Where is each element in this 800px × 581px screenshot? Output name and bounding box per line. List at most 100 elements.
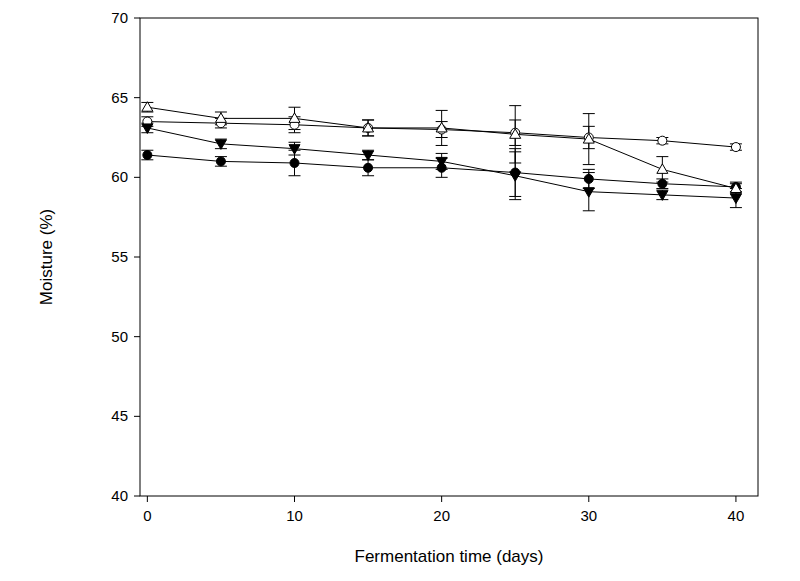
- error-cap: [362, 119, 374, 120]
- y-tick: [134, 97, 140, 98]
- data-point: [364, 123, 373, 132]
- data-point: [658, 179, 667, 188]
- data-point: [510, 129, 521, 139]
- data-point: [143, 151, 152, 160]
- x-tick: [294, 496, 295, 502]
- x-tick-label: 30: [580, 507, 597, 524]
- error-cap: [289, 132, 301, 133]
- y-tick: [134, 18, 140, 19]
- error-cap: [362, 175, 374, 176]
- data-point: [363, 122, 374, 132]
- data-point: [657, 191, 668, 201]
- data-point: [436, 122, 447, 132]
- data-point: [730, 194, 741, 204]
- error-cap: [730, 207, 742, 208]
- y-tick: [134, 177, 140, 178]
- data-point: [583, 188, 594, 198]
- error-bar: [215, 139, 227, 149]
- error-cap: [436, 110, 448, 111]
- x-tick: [441, 496, 442, 502]
- error-cap: [362, 119, 374, 120]
- error-cap: [289, 175, 301, 176]
- data-point: [658, 136, 667, 145]
- error-bar: [362, 120, 374, 136]
- x-tick-label: 0: [143, 507, 151, 524]
- x-axis-label: Fermentation time (days): [355, 547, 544, 566]
- page: {"chart_data": { "type": "line", "x_labe…: [0, 0, 800, 581]
- data-point: [215, 140, 226, 150]
- x-tick: [735, 496, 736, 502]
- error-cap: [583, 169, 595, 170]
- error-cap: [509, 199, 521, 200]
- error-bar: [362, 120, 374, 136]
- data-point: [289, 145, 300, 155]
- y-tick-label: 70: [111, 9, 128, 26]
- series-line: [147, 155, 736, 187]
- y-tick-label: 55: [111, 248, 128, 265]
- error-bar: [509, 106, 521, 163]
- x-tick: [588, 496, 589, 502]
- y-tick-label: 65: [111, 89, 128, 106]
- data-point: [730, 183, 741, 193]
- y-tick: [134, 416, 140, 417]
- y-tick: [134, 336, 140, 337]
- error-bar: [730, 182, 742, 192]
- error-cap: [656, 156, 668, 157]
- data-point: [364, 163, 373, 172]
- error-bar: [583, 173, 595, 211]
- error-bar: [289, 107, 301, 129]
- error-bar: [583, 114, 595, 165]
- error-bar: [362, 160, 374, 176]
- error-bar: [215, 112, 227, 125]
- series-line: [147, 107, 736, 188]
- x-tick-label: 40: [728, 507, 745, 524]
- error-cap: [583, 164, 595, 165]
- error-bar: [436, 110, 448, 145]
- error-cap: [362, 135, 374, 136]
- error-cap: [583, 172, 595, 173]
- error-cap: [436, 153, 448, 154]
- y-tick-label: 60: [111, 168, 128, 185]
- data-point: [142, 124, 153, 134]
- data-point: [363, 151, 374, 161]
- plot-frame: [140, 18, 758, 496]
- error-bar: [656, 157, 668, 182]
- error-cap: [289, 142, 301, 143]
- error-cap: [509, 162, 521, 163]
- error-cap: [583, 113, 595, 114]
- error-bar: [656, 179, 668, 189]
- data-point: [436, 157, 447, 167]
- x-tick-label: 20: [433, 507, 450, 524]
- data-point: [290, 158, 299, 167]
- data-point: [510, 172, 521, 182]
- data-point: [289, 113, 300, 123]
- error-cap: [583, 210, 595, 211]
- data-point: [142, 102, 153, 112]
- error-bar: [215, 157, 227, 167]
- error-cap: [509, 105, 521, 106]
- data-point: [657, 164, 668, 174]
- error-bar: [289, 142, 301, 155]
- y-tick-label: 40: [111, 487, 128, 504]
- x-tick: [147, 496, 148, 502]
- error-bar: [436, 158, 448, 177]
- y-tick: [134, 496, 140, 497]
- data-point: [215, 113, 226, 123]
- data-point: [584, 174, 593, 183]
- error-cap: [362, 135, 374, 136]
- error-bar: [141, 150, 153, 160]
- error-cap: [436, 177, 448, 178]
- data-point: [731, 143, 740, 152]
- error-bar: [141, 123, 153, 133]
- error-bar: [141, 102, 153, 112]
- y-axis-label: Moisture (%): [37, 209, 56, 305]
- plot-data: [141, 102, 742, 211]
- data-point: [583, 134, 594, 144]
- chart: 40 45 50 55 60 65 70 0 10 20 30 40 Fermentation time…: [0, 0, 800, 581]
- x-tick-label: 10: [286, 507, 303, 524]
- y-tick-label: 50: [111, 328, 128, 345]
- y-tick-label: 45: [111, 407, 128, 424]
- y-tick: [134, 257, 140, 258]
- data-point: [216, 157, 225, 166]
- error-bar: [362, 150, 374, 160]
